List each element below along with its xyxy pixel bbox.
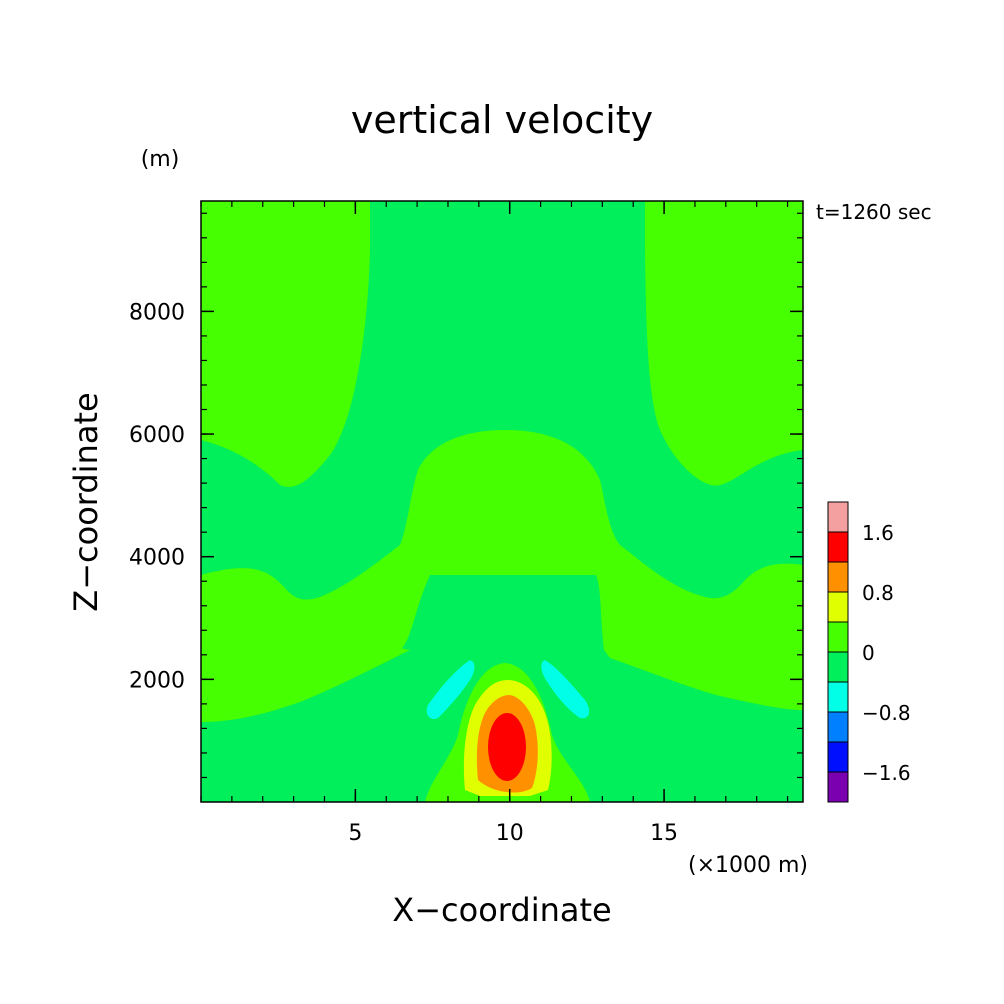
colorbar-swatch bbox=[827, 621, 849, 653]
colorbar-swatch bbox=[827, 711, 849, 743]
y-tick-label: 8000 bbox=[129, 300, 185, 325]
colorbar-tick-label: 0 bbox=[862, 641, 875, 665]
y-axis-label: Z−coordinate bbox=[67, 392, 105, 611]
colorbar-tick-label: −0.8 bbox=[862, 701, 911, 725]
colorbar-swatch bbox=[827, 651, 849, 683]
colorbar-swatch bbox=[827, 531, 849, 563]
axis-tick-labels: 5 10 15 2000 4000 6000 8000 bbox=[129, 300, 678, 846]
colorbar-tick-label: −1.6 bbox=[862, 761, 911, 785]
contour-level-bottom-sides-right bbox=[604, 650, 803, 710]
colorbar: 1.6 0.8 0 −0.8 −1.6 bbox=[827, 501, 911, 803]
x-unit-label: (×1000 m) bbox=[688, 853, 808, 878]
colorbar-swatch bbox=[827, 681, 849, 713]
contour-field bbox=[201, 201, 803, 802]
y-tick-label: 6000 bbox=[129, 423, 185, 448]
colorbar-tick-label: 1.6 bbox=[862, 521, 894, 545]
colorbar-swatch bbox=[827, 561, 849, 593]
colorbar-swatch bbox=[827, 591, 849, 623]
contour-downdraft-left bbox=[426, 660, 475, 720]
x-axis-label: X−coordinate bbox=[392, 891, 611, 929]
x-tick-label: 5 bbox=[348, 821, 362, 846]
axis-ticks bbox=[200, 201, 803, 802]
y-tick-label: 4000 bbox=[129, 546, 185, 571]
contour-updraft-core bbox=[488, 713, 526, 781]
colorbar-swatch bbox=[827, 741, 849, 773]
contour-level-low-positive bbox=[201, 201, 803, 600]
time-annotation: t=1260 sec bbox=[816, 200, 932, 224]
colorbar-swatch bbox=[827, 771, 849, 803]
contour-downdraft-right bbox=[541, 660, 590, 719]
plot-frame bbox=[200, 200, 804, 803]
chart-title: vertical velocity bbox=[351, 98, 653, 142]
x-tick-label: 15 bbox=[650, 821, 678, 846]
colorbar-swatch bbox=[827, 501, 849, 533]
contour-level-bottom-sides bbox=[201, 648, 410, 722]
y-unit-label: (m) bbox=[141, 147, 180, 172]
y-tick-label: 2000 bbox=[129, 668, 185, 693]
x-tick-label: 10 bbox=[496, 821, 524, 846]
colorbar-tick-label: 0.8 bbox=[862, 581, 894, 605]
